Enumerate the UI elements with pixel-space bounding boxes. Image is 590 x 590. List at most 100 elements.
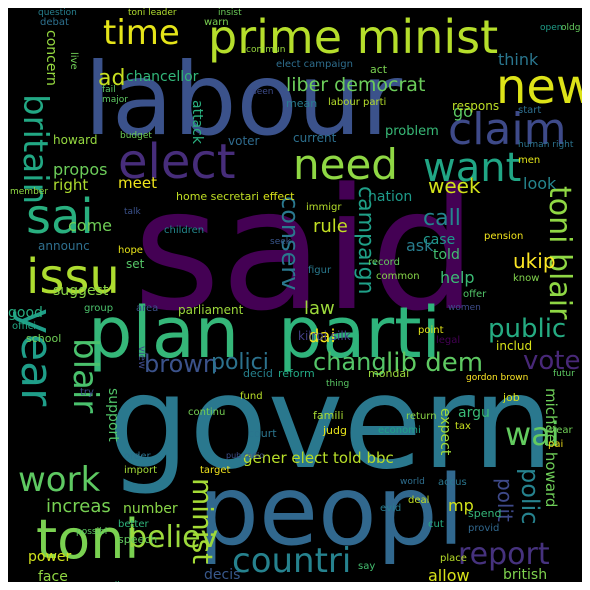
word-debat: debat: [40, 17, 69, 28]
word-elect-campaign: elect campaign: [276, 59, 353, 70]
word-court: court: [248, 427, 277, 440]
word-howard: howard: [53, 133, 98, 147]
word-parti: parti: [278, 292, 442, 374]
word-report: report: [458, 537, 550, 572]
word-polit: polit: [493, 478, 517, 522]
word-help: help: [440, 268, 475, 287]
word-live: live: [68, 52, 79, 70]
word-seek: seek: [270, 237, 291, 247]
word-accus: accus: [438, 477, 467, 488]
word-expect: expect: [437, 408, 453, 456]
word-problem: problem: [385, 124, 439, 139]
word-children: children: [164, 225, 205, 236]
word-allow: allow: [428, 566, 470, 583]
word-place: place: [440, 553, 467, 564]
word-world: world: [400, 477, 425, 487]
word-year: year: [11, 308, 62, 407]
word-open: open: [540, 23, 563, 33]
word-liber-democrat: liber democrat: [286, 74, 426, 96]
word-member: member: [10, 187, 49, 197]
word-respons: respons: [452, 99, 500, 113]
word-famili: famili: [313, 409, 344, 422]
word-power: power: [28, 549, 72, 565]
word-tax: tax: [455, 421, 471, 432]
word-wai: wai: [505, 415, 560, 453]
word-economi: economi: [378, 425, 421, 436]
word-polic: polic: [516, 468, 544, 525]
word-pub-radio: pub radio: [226, 451, 265, 460]
word-ad: ad: [98, 66, 126, 91]
word-act: act: [370, 63, 388, 76]
word-evid: evid: [380, 503, 402, 514]
word-current: current: [293, 131, 337, 145]
word-futur: futur: [553, 369, 575, 379]
word-spend: spend: [468, 507, 502, 520]
word-sai: sai: [26, 189, 94, 245]
word-nation: nation: [368, 189, 413, 205]
word-men: men: [518, 155, 541, 166]
word-want: want: [423, 145, 522, 191]
word-vote: vote: [523, 346, 581, 376]
word-thing: thing: [326, 379, 350, 389]
word-pension: pension: [484, 231, 524, 242]
word-try: try: [80, 387, 94, 398]
word-commun: commun: [246, 45, 286, 55]
word-clear: clear: [548, 425, 573, 436]
word-cloud: said govern labour peopl parti plan prim…: [8, 8, 582, 582]
word-women: women: [448, 303, 481, 313]
word-new: new: [496, 59, 582, 115]
word-talk: talk: [124, 207, 141, 217]
word-order: order: [124, 451, 151, 462]
word-provid: provid: [468, 523, 500, 534]
word-support: support: [105, 388, 121, 442]
word-record: record: [368, 257, 400, 268]
word-attack: attack: [189, 100, 205, 144]
word-start: start: [518, 105, 542, 116]
word-chang: chang: [313, 348, 387, 376]
word-figur: figur: [308, 265, 332, 276]
word-common: common: [376, 271, 420, 282]
word-offer: offer: [463, 289, 487, 300]
word-cut: cut: [428, 519, 444, 530]
word-dai: dai: [308, 326, 336, 347]
word-look: look: [523, 174, 557, 193]
word-fail: fail: [102, 85, 116, 95]
word-lib-dem: lib dem: [386, 348, 484, 378]
word-told: told: [433, 247, 460, 263]
word-concern: concern: [43, 30, 59, 86]
word-suggest: suggest: [53, 283, 109, 299]
word-effect: effect: [263, 190, 295, 203]
word-plan: plan: [88, 292, 240, 374]
word-argu: argu: [458, 405, 490, 421]
word-law: law: [304, 298, 335, 319]
word-michael-howard: michael howard: [542, 388, 560, 508]
word-decis: decis: [204, 567, 241, 582]
word-warn: warn: [204, 17, 229, 28]
word-britain: britain: [15, 94, 55, 205]
word-area: area: [136, 303, 159, 314]
word-polici: polici: [211, 350, 269, 375]
word-includ: includ: [496, 339, 533, 353]
word-week: week: [428, 174, 481, 198]
word-prime-minist: prime minist: [208, 10, 499, 64]
word-voter: voter: [228, 134, 260, 148]
word-toni-blair: toni blair: [542, 186, 577, 320]
word-school: school: [26, 332, 62, 345]
word-propos: propos: [53, 160, 108, 179]
word-job: job: [503, 391, 520, 404]
word-elect: elect: [118, 134, 236, 190]
word-say: say: [358, 561, 376, 572]
word-believ: believ: [128, 520, 219, 555]
word-british: british: [503, 567, 548, 582]
word-import: import: [124, 465, 158, 476]
word-kilroi-silk: kilroi silk: [298, 329, 351, 343]
word-work: work: [18, 460, 101, 500]
word-major: major: [102, 95, 128, 105]
word-mondai: mondai: [368, 367, 410, 380]
word-claim: claim: [448, 104, 567, 155]
word-group: group: [84, 303, 114, 314]
word-legal: legal: [436, 335, 461, 346]
word-ask: ask: [406, 236, 434, 255]
word-toni: toni: [36, 508, 140, 571]
